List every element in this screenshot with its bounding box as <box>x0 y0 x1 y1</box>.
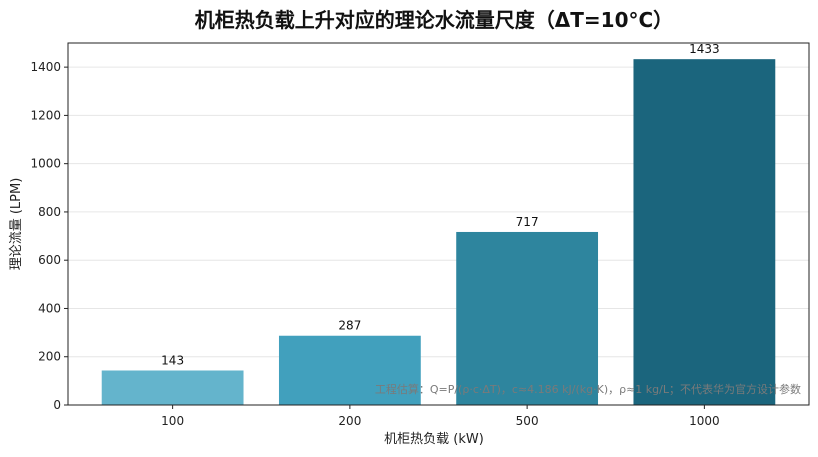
x-tick-label-200: 200 <box>338 414 361 428</box>
bars <box>101 59 776 405</box>
plot-frame <box>67 42 810 406</box>
bar-200 <box>278 335 421 405</box>
bar-500 <box>456 231 599 405</box>
y-tick-label: 1200 <box>30 108 61 122</box>
y-tick-label: 1400 <box>30 60 61 74</box>
bar-1000 <box>633 59 776 405</box>
y-tick-label: 400 <box>38 301 61 315</box>
y-tick-label: 200 <box>38 350 61 364</box>
x-axis-ticks: 100 200 500 1000 <box>161 405 720 428</box>
grid-lines <box>68 66 809 358</box>
data-label-100: 143 <box>161 353 184 367</box>
x-tick-label-1000: 1000 <box>689 414 720 428</box>
x-tick-label-100: 100 <box>161 414 184 428</box>
y-axis-ticks: 0 200 400 600 800 1000 1200 1400 <box>30 60 68 412</box>
y-axis-label: 理论流量 (LPM) <box>9 178 24 271</box>
y-tick-label: 1000 <box>30 157 61 171</box>
x-axis-label: 机柜热负载 (kW) <box>384 432 484 447</box>
chart-title: 机柜热负载上升对应的理论水流量尺度（ΔT=10°C） <box>195 8 673 32</box>
data-labels: 143 287 717 1433 <box>161 42 719 367</box>
data-label-1000: 1433 <box>689 42 720 56</box>
x-tick-label-500: 500 <box>516 414 539 428</box>
data-label-200: 287 <box>338 319 361 333</box>
chart-annotation: 工程估算：Q=P/(ρ·c·ΔT)，c≈4.186 kJ/(kg·K)，ρ≈1 … <box>375 382 801 396</box>
y-tick-label: 600 <box>38 253 61 267</box>
bar-100 <box>101 370 244 405</box>
y-tick-label: 0 <box>53 398 61 412</box>
data-label-500: 717 <box>516 215 539 229</box>
y-tick-label: 800 <box>38 205 61 219</box>
